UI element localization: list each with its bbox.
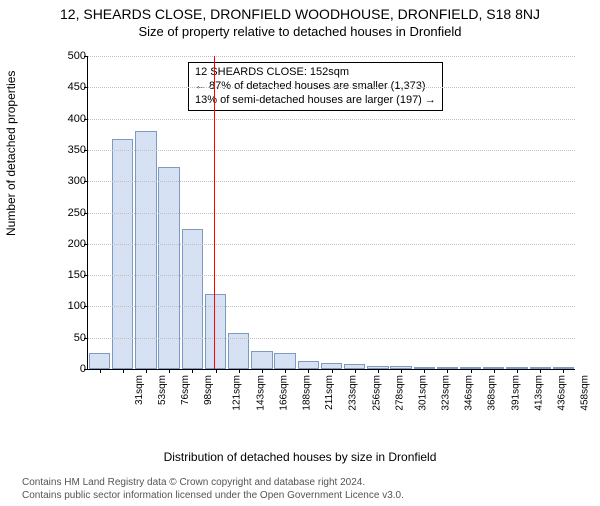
x-tick-label: 143sqm <box>255 375 266 411</box>
x-tick-mark <box>216 369 217 373</box>
y-tick-mark <box>84 369 88 370</box>
x-tick-label: 166sqm <box>278 375 289 411</box>
x-tick-label: 31sqm <box>134 375 145 405</box>
marker-line <box>214 56 215 369</box>
y-tick-mark <box>84 306 88 307</box>
footer-line1: Contains HM Land Registry data © Crown c… <box>22 477 404 490</box>
x-tick-mark <box>447 369 448 373</box>
gridline <box>88 181 575 182</box>
gridline <box>88 56 575 57</box>
y-tick-mark <box>84 119 88 120</box>
plot-area: 12 SHEARDS CLOSE: 152sqm ← 87% of detach… <box>87 56 575 370</box>
x-tick-mark <box>100 369 101 373</box>
gridline <box>88 87 575 88</box>
bar <box>112 139 133 369</box>
x-tick-label: 458sqm <box>580 375 591 411</box>
y-tick-label: 500 <box>58 50 86 62</box>
x-tick-mark <box>285 369 286 373</box>
y-tick-mark <box>84 181 88 182</box>
x-tick-label: 278sqm <box>394 375 405 411</box>
x-tick-mark <box>332 369 333 373</box>
y-tick-label: 250 <box>58 207 86 219</box>
gridline <box>88 244 575 245</box>
bar <box>205 294 226 369</box>
y-tick-label: 50 <box>58 332 86 344</box>
y-axis-label: Number of detached properties <box>4 71 18 236</box>
y-tick-mark <box>84 87 88 88</box>
y-tick-mark <box>84 244 88 245</box>
gridline <box>88 338 575 339</box>
x-tick-mark <box>540 369 541 373</box>
y-tick-mark <box>84 56 88 57</box>
bar <box>251 351 272 369</box>
bar <box>182 229 203 369</box>
x-tick-mark <box>146 369 147 373</box>
bar <box>89 353 110 369</box>
x-tick-label: 368sqm <box>487 375 498 411</box>
x-tick-label: 391sqm <box>510 375 521 411</box>
gridline <box>88 275 575 276</box>
gridline <box>88 306 575 307</box>
x-tick-label: 346sqm <box>464 375 475 411</box>
y-tick-label: 400 <box>58 113 86 125</box>
bar <box>274 353 295 369</box>
x-tick-label: 188sqm <box>302 375 313 411</box>
x-tick-label: 121sqm <box>232 375 243 411</box>
x-tick-mark <box>239 369 240 373</box>
y-tick-label: 450 <box>58 81 86 93</box>
gridline <box>88 213 575 214</box>
x-tick-mark <box>378 369 379 373</box>
x-tick-mark <box>517 369 518 373</box>
x-tick-label: 413sqm <box>533 375 544 411</box>
y-tick-label: 350 <box>58 144 86 156</box>
y-tick-mark <box>84 213 88 214</box>
x-tick-label: 98sqm <box>203 375 214 405</box>
y-tick-label: 200 <box>58 238 86 250</box>
bar <box>135 131 156 370</box>
x-tick-label: 76sqm <box>180 375 191 405</box>
x-tick-mark <box>424 369 425 373</box>
subtitle: Size of property relative to detached ho… <box>0 24 600 39</box>
x-tick-mark <box>494 369 495 373</box>
footer: Contains HM Land Registry data © Crown c… <box>22 477 404 502</box>
x-tick-label: 233sqm <box>348 375 359 411</box>
x-tick-mark <box>401 369 402 373</box>
x-tick-mark <box>471 369 472 373</box>
annotation-line3: 13% of semi-detached houses are larger (… <box>195 94 436 108</box>
x-tick-label: 211sqm <box>324 375 335 410</box>
annotation-line1: 12 SHEARDS CLOSE: 152sqm <box>195 66 436 80</box>
y-tick-label: 300 <box>58 175 86 187</box>
y-tick-mark <box>84 275 88 276</box>
x-tick-mark <box>169 369 170 373</box>
x-tick-label: 256sqm <box>371 375 382 411</box>
y-tick-label: 0 <box>58 363 86 375</box>
bar <box>298 361 319 369</box>
x-tick-mark <box>308 369 309 373</box>
x-tick-mark <box>192 369 193 373</box>
x-tick-mark <box>123 369 124 373</box>
x-axis-label: Distribution of detached houses by size … <box>0 450 600 464</box>
x-tick-label: 436sqm <box>557 375 568 411</box>
chart: 12 SHEARDS CLOSE: 152sqm ← 87% of detach… <box>55 56 575 416</box>
y-tick-mark <box>84 338 88 339</box>
x-tick-mark <box>355 369 356 373</box>
gridline <box>88 119 575 120</box>
gridline <box>88 150 575 151</box>
y-tick-mark <box>84 150 88 151</box>
x-tick-label: 323sqm <box>441 375 452 411</box>
x-tick-mark <box>262 369 263 373</box>
x-tick-label: 301sqm <box>417 375 428 411</box>
y-tick-label: 150 <box>58 269 86 281</box>
x-tick-mark <box>563 369 564 373</box>
title: 12, SHEARDS CLOSE, DRONFIELD WOODHOUSE, … <box>0 6 600 22</box>
x-tick-label: 53sqm <box>157 375 168 405</box>
y-tick-label: 100 <box>58 300 86 312</box>
footer-line2: Contains public sector information licen… <box>22 490 404 503</box>
